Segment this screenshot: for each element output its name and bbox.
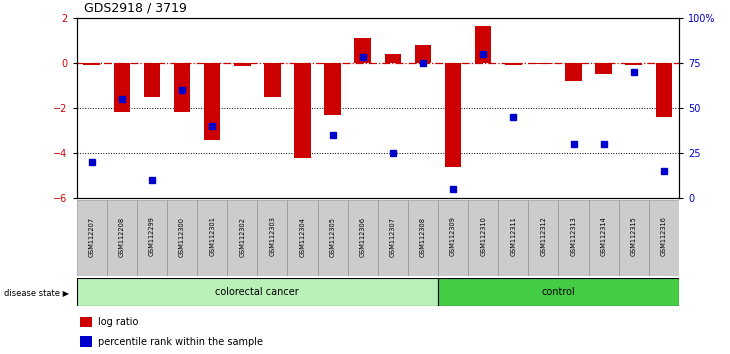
Bar xyxy=(619,200,649,276)
Text: GSM112305: GSM112305 xyxy=(330,217,336,257)
Text: GSM112307: GSM112307 xyxy=(390,217,396,257)
Bar xyxy=(565,63,582,81)
Bar xyxy=(288,200,318,276)
Bar xyxy=(656,63,672,117)
Text: GSM112306: GSM112306 xyxy=(360,217,366,257)
Text: log ratio: log ratio xyxy=(98,317,138,327)
Bar xyxy=(204,63,220,139)
Bar xyxy=(318,200,347,276)
Text: GSM112316: GSM112316 xyxy=(661,217,666,257)
Bar xyxy=(80,317,92,327)
Text: GSM112207: GSM112207 xyxy=(89,217,95,257)
Text: colorectal cancer: colorectal cancer xyxy=(215,287,299,297)
Bar xyxy=(258,200,288,276)
Bar xyxy=(137,200,167,276)
Text: GSM112302: GSM112302 xyxy=(239,217,245,257)
Bar xyxy=(264,63,280,97)
Text: GSM112311: GSM112311 xyxy=(510,217,516,256)
Text: GSM112310: GSM112310 xyxy=(480,217,486,257)
Bar xyxy=(505,63,521,65)
Bar xyxy=(649,200,679,276)
Bar xyxy=(415,45,431,63)
Bar xyxy=(234,63,250,66)
Bar xyxy=(347,200,378,276)
Text: GSM112304: GSM112304 xyxy=(299,217,305,257)
Text: GSM112308: GSM112308 xyxy=(420,217,426,257)
Bar xyxy=(529,200,558,276)
Bar xyxy=(499,200,529,276)
Text: GSM112300: GSM112300 xyxy=(179,217,185,257)
Bar xyxy=(294,63,311,158)
Bar xyxy=(227,200,258,276)
Bar xyxy=(77,200,107,276)
Bar xyxy=(378,200,408,276)
Bar xyxy=(535,63,552,64)
Bar xyxy=(558,200,588,276)
Bar xyxy=(324,63,341,115)
Text: GDS2918 / 3719: GDS2918 / 3719 xyxy=(84,1,187,14)
Bar xyxy=(114,63,130,113)
Bar xyxy=(596,63,612,74)
Bar xyxy=(77,278,438,306)
Text: GSM112309: GSM112309 xyxy=(450,217,456,257)
Bar xyxy=(197,200,227,276)
Bar xyxy=(385,54,401,63)
Bar xyxy=(107,200,137,276)
Bar xyxy=(445,63,461,167)
Bar xyxy=(80,336,92,347)
Text: GSM112303: GSM112303 xyxy=(269,217,275,257)
Text: control: control xyxy=(542,287,575,297)
Bar xyxy=(438,200,468,276)
Text: disease state ▶: disease state ▶ xyxy=(4,287,69,297)
Bar xyxy=(83,63,100,65)
Text: GSM112208: GSM112208 xyxy=(119,217,125,257)
Bar xyxy=(468,200,499,276)
Text: GSM112313: GSM112313 xyxy=(571,217,577,256)
Bar xyxy=(475,25,491,63)
Text: GSM112301: GSM112301 xyxy=(210,217,215,257)
Bar xyxy=(174,63,191,113)
Bar xyxy=(144,63,160,97)
Bar xyxy=(588,200,619,276)
Bar xyxy=(438,278,679,306)
Text: GSM112312: GSM112312 xyxy=(540,217,546,257)
Bar xyxy=(626,63,642,65)
Bar xyxy=(355,38,371,63)
Text: GSM112299: GSM112299 xyxy=(149,217,155,257)
Text: GSM112314: GSM112314 xyxy=(601,217,607,257)
Text: GSM112315: GSM112315 xyxy=(631,217,637,257)
Bar xyxy=(167,200,197,276)
Bar xyxy=(408,200,438,276)
Text: percentile rank within the sample: percentile rank within the sample xyxy=(98,337,263,347)
